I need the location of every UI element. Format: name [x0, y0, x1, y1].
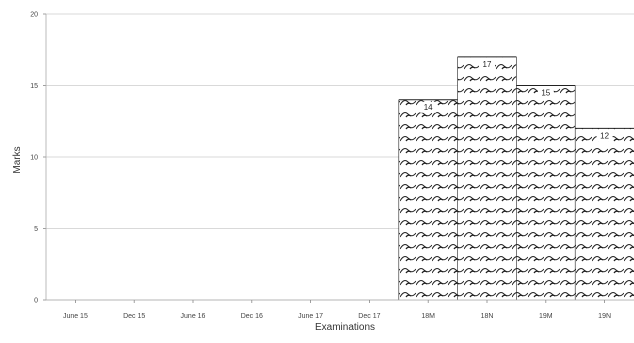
bar-9	[575, 128, 634, 300]
bar-label-bg-9	[596, 130, 613, 142]
y-tick-label-4: 20	[30, 12, 38, 19]
bar-label-bg-6	[420, 101, 437, 113]
y-tick-label-1: 5	[34, 226, 38, 233]
x-tick-label-6: 18M	[421, 313, 435, 320]
x-tick-label-9: 19N	[598, 313, 611, 320]
x-tick-label-8: 19M	[539, 313, 553, 320]
bar-value-label-7: 17	[483, 60, 492, 69]
bar-value-label-8: 15	[541, 89, 550, 98]
bar-7	[457, 56, 517, 301]
y-tick-label-3: 15	[30, 83, 38, 90]
y-axis: 0 5 10 15 20	[30, 12, 47, 305]
bar-value-label-9: 12	[600, 131, 609, 140]
y-tick-label-0: 0	[34, 298, 38, 305]
bars: 14 17 15 12	[398, 56, 634, 301]
x-axis-title: Examinations	[315, 322, 375, 333]
x-tick-label-7: 18N	[481, 313, 494, 320]
bar-label-bg-8	[537, 87, 554, 99]
bar-6	[398, 99, 458, 300]
x-tick-label-1: Dec 15	[123, 313, 145, 320]
bar-value-label-6: 14	[424, 103, 433, 112]
x-tick-label-2: June 16	[181, 313, 206, 320]
y-axis-title: Marks	[12, 146, 23, 173]
x-tick-label-3: Dec 16	[241, 313, 263, 320]
bar-8	[516, 85, 576, 300]
x-tick-label-5: Dec 17	[358, 313, 380, 320]
x-tick-label-4: June 17	[298, 313, 323, 320]
y-tick-label-2: 10	[30, 155, 38, 162]
x-tick-label-0: June 15	[63, 313, 88, 320]
x-axis: June 15 Dec 15 June 16 Dec 16 June 17 Dec 17 1…	[46, 299, 634, 320]
bar-label-bg-7	[479, 58, 495, 70]
